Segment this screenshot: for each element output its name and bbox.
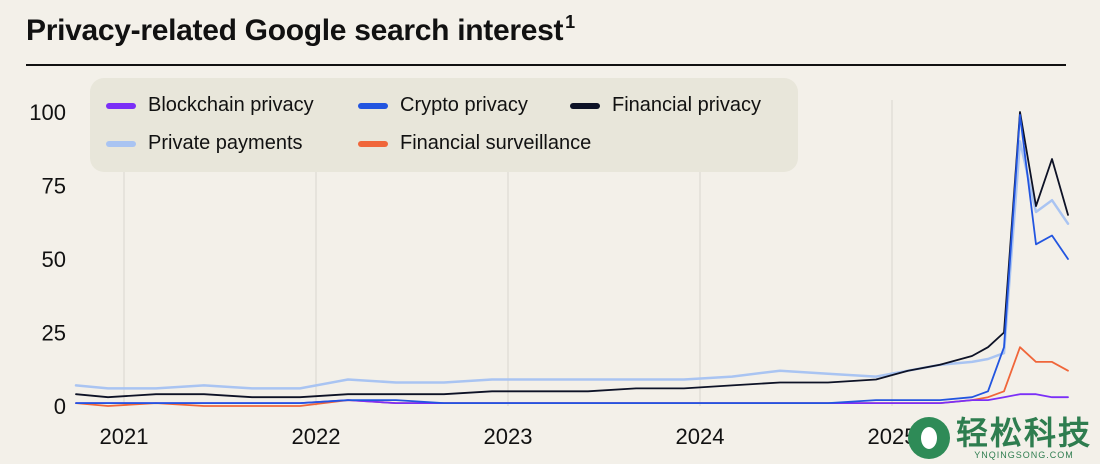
legend-item-crypto-privacy: Crypto privacy [358, 94, 528, 117]
series-line-financial-surveillance [75, 346, 1069, 407]
legend-label: Private payments [148, 132, 303, 154]
legend-item-private-payments: Private payments [106, 132, 303, 155]
title-rule [26, 64, 1066, 66]
y-tick-label-25: 25 [42, 321, 66, 346]
y-tick-label-100: 100 [29, 100, 66, 125]
legend-label: Financial surveillance [400, 132, 592, 154]
legend-label: Crypto privacy [400, 94, 528, 116]
legend-swatch-crypto-privacy [358, 102, 388, 109]
watermark-name: 轻松科技 [955, 415, 1092, 451]
leaf-logo-icon [907, 417, 950, 459]
watermark-site: YNQINGSONG.COM [974, 450, 1074, 460]
series-line-financial-privacy [75, 111, 1069, 399]
watermark-logo: 轻松科技 YNQINGSONG.COM [907, 415, 1092, 460]
legend-label: Blockchain privacy [148, 94, 314, 116]
x-tick-label-2023: 2023 [484, 424, 533, 449]
chart-title: Privacy-related Google search interest 1 [26, 12, 575, 47]
legend-swatch-blockchain-privacy [106, 102, 136, 109]
x-tick-label-2022: 2022 [292, 424, 341, 449]
legend-item-financial-surveillance: Financial surveillance [358, 132, 591, 155]
x-tick-label-2021: 2021 [100, 424, 149, 449]
legend-swatch-private-payments [106, 140, 136, 147]
y-tick-label-75: 75 [42, 174, 66, 199]
legend: Blockchain privacy Crypto privacy Financ… [90, 78, 798, 172]
legend-swatch-financial-surveillance [358, 140, 388, 147]
legend-item-financial-privacy: Financial privacy [570, 94, 761, 117]
y-tick-label-0: 0 [54, 394, 66, 419]
series-line-private-payments [74, 140, 1070, 390]
x-tick-label-2024: 2024 [676, 424, 725, 449]
legend-label: Financial privacy [612, 94, 761, 116]
series-layer [74, 111, 1070, 407]
footnote-marker: 1 [565, 12, 575, 32]
legend-swatch-financial-privacy [570, 102, 600, 109]
legend-item-blockchain-privacy: Blockchain privacy [106, 94, 314, 117]
series-line-crypto-privacy [75, 114, 1069, 405]
y-tick-label-50: 50 [42, 247, 66, 272]
